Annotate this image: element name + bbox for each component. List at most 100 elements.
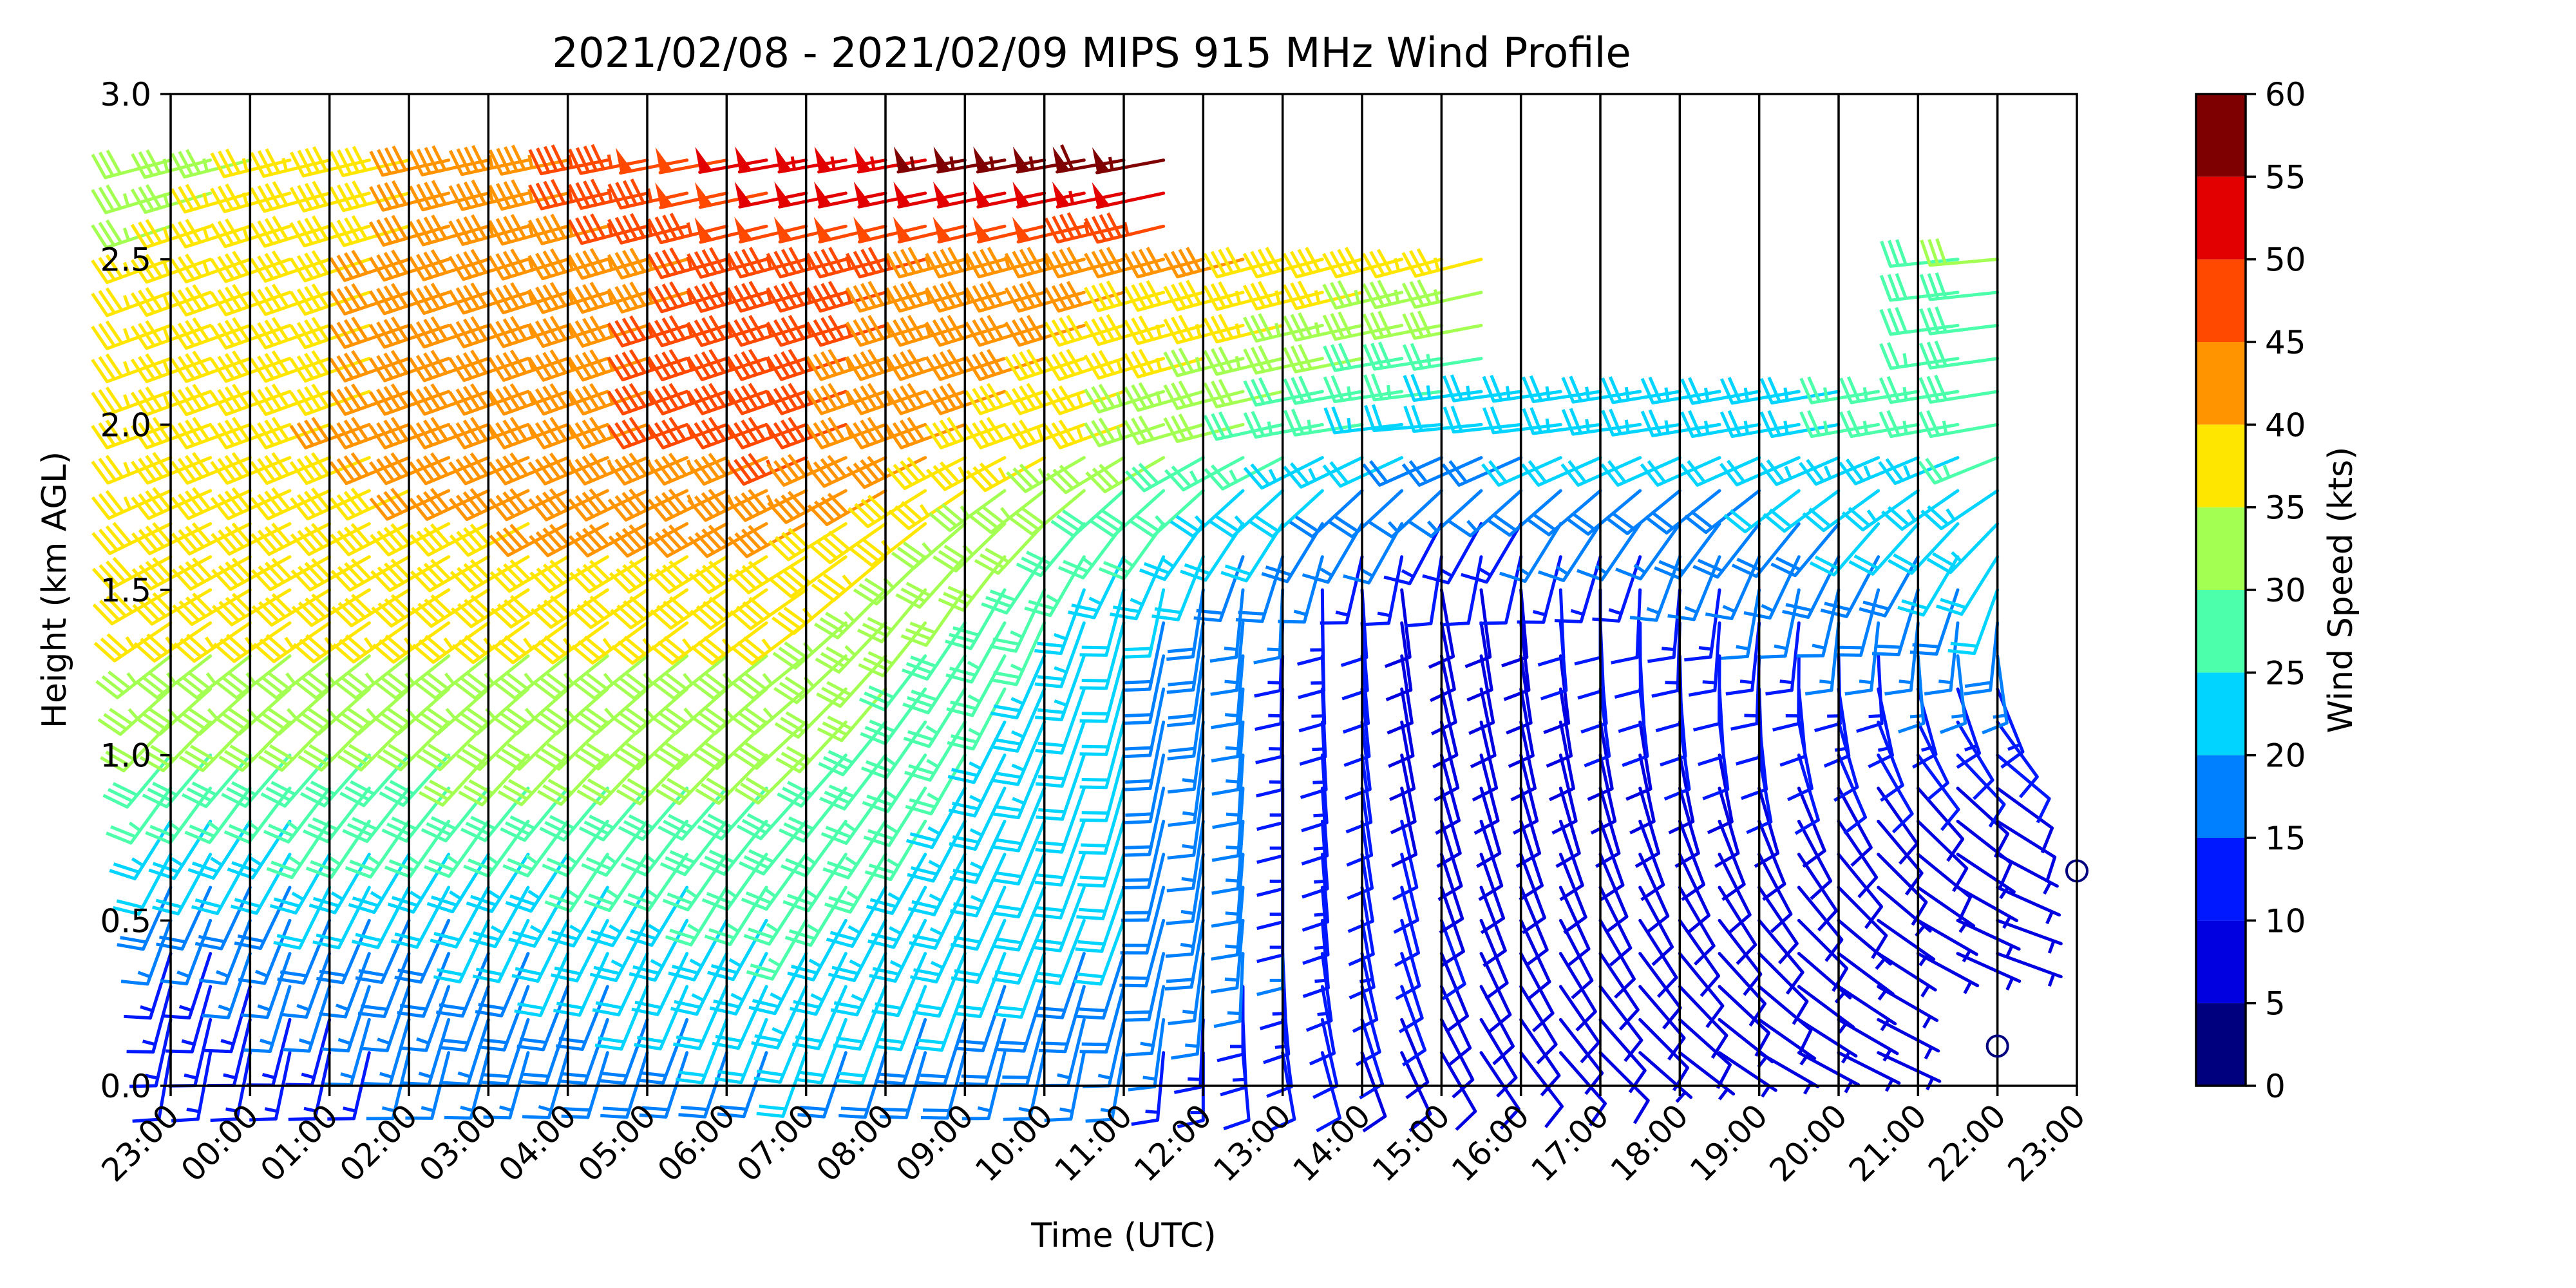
barb-full: [376, 458, 395, 482]
barb-full: [707, 971, 734, 981]
barb-full: [586, 743, 611, 760]
barb-full: [370, 533, 390, 556]
barb-full: [607, 356, 625, 381]
barb-full: [589, 417, 607, 441]
barb-staff: [357, 687, 411, 736]
barb-full: [131, 532, 151, 555]
barb-full: [654, 753, 679, 770]
barb-full: [299, 791, 325, 808]
barb-full: [98, 457, 117, 481]
barb-full: [330, 569, 352, 592]
barb-full: [920, 1074, 947, 1079]
wind-barb: [568, 144, 649, 175]
barb-full: [629, 349, 647, 374]
barb-full: [663, 671, 687, 690]
barb-staff: [190, 985, 213, 1054]
barb-full: [297, 529, 317, 553]
barb-full: [112, 556, 133, 579]
barb-full: [708, 281, 725, 306]
barb-half: [567, 223, 574, 236]
barb-half: [768, 958, 781, 967]
barb-full: [132, 1117, 159, 1123]
barb-full: [408, 424, 426, 449]
barb-half: [1224, 679, 1238, 685]
barb-full: [390, 488, 410, 511]
barb-full: [232, 283, 249, 308]
barb-full: [478, 1003, 505, 1010]
barb-full: [351, 249, 368, 274]
barb-full: [430, 523, 451, 545]
barb-half: [764, 887, 777, 898]
barb-full: [311, 316, 329, 341]
barb-full: [598, 1036, 625, 1044]
barb-half: [689, 958, 703, 968]
wind-barb: [368, 214, 451, 247]
barb-full: [556, 1001, 583, 1010]
wind-barb: [558, 1018, 609, 1085]
barb-full: [249, 325, 267, 349]
barb-full: [178, 151, 194, 176]
barb-full: [376, 287, 393, 312]
wind-barb: [578, 786, 649, 842]
barb-full: [116, 899, 143, 909]
barb-full: [462, 419, 480, 444]
barb-full: [448, 498, 468, 521]
barb-full: [170, 325, 188, 349]
barb-full: [542, 284, 560, 309]
barb-full: [572, 681, 596, 700]
wind-barb: [650, 588, 728, 630]
barb-full: [1028, 600, 1055, 611]
barb-full: [1256, 920, 1283, 931]
barb-full: [669, 928, 696, 940]
barb-half: [242, 227, 249, 240]
barb-full: [470, 350, 488, 374]
barb-full: [741, 897, 767, 911]
barb-full: [371, 606, 393, 627]
barb-full: [436, 1010, 463, 1018]
barb-full: [915, 1045, 942, 1052]
barb-full: [424, 865, 450, 878]
barb-full: [194, 942, 222, 951]
barb-half: [686, 256, 693, 270]
barb-full: [615, 182, 630, 207]
barb-full: [344, 598, 366, 619]
barb-full: [667, 892, 693, 905]
barb-half: [1224, 977, 1238, 982]
barb-half: [1545, 386, 1551, 400]
barb-full: [654, 459, 673, 482]
barb-full: [273, 897, 300, 908]
barb-staff: [298, 886, 332, 950]
barb-half: [1081, 556, 1094, 567]
barb-full: [252, 643, 276, 663]
barb-full: [172, 604, 193, 626]
barb-full: [647, 322, 664, 346]
barb-full: [614, 286, 631, 311]
barb-full: [91, 260, 109, 283]
barb-full: [687, 253, 703, 278]
barb-full: [687, 356, 704, 381]
barb-staff: [583, 1018, 609, 1085]
barb-full: [1168, 1019, 1195, 1025]
barb-full: [210, 258, 227, 283]
barb-full: [647, 253, 663, 279]
wind-barb: [436, 952, 490, 1018]
barb-staff: [677, 753, 728, 806]
wind-barb: [238, 918, 292, 985]
barb-half: [330, 891, 344, 901]
barb-half: [967, 694, 981, 704]
barb-full: [268, 824, 294, 838]
barb-staff: [739, 258, 808, 279]
barb-full: [249, 357, 267, 383]
barb-full: [630, 178, 645, 204]
wind-barb: [191, 853, 252, 916]
barb-full: [376, 219, 393, 244]
barb-full: [159, 935, 186, 944]
wind-barb: [795, 1018, 848, 1084]
barb-full: [98, 355, 116, 380]
barb-full: [224, 386, 242, 410]
wind-barb: [171, 522, 252, 556]
barb-full: [296, 422, 315, 446]
barb-full: [756, 1069, 784, 1077]
barb-full: [746, 970, 773, 981]
barb-half: [1075, 393, 1084, 407]
